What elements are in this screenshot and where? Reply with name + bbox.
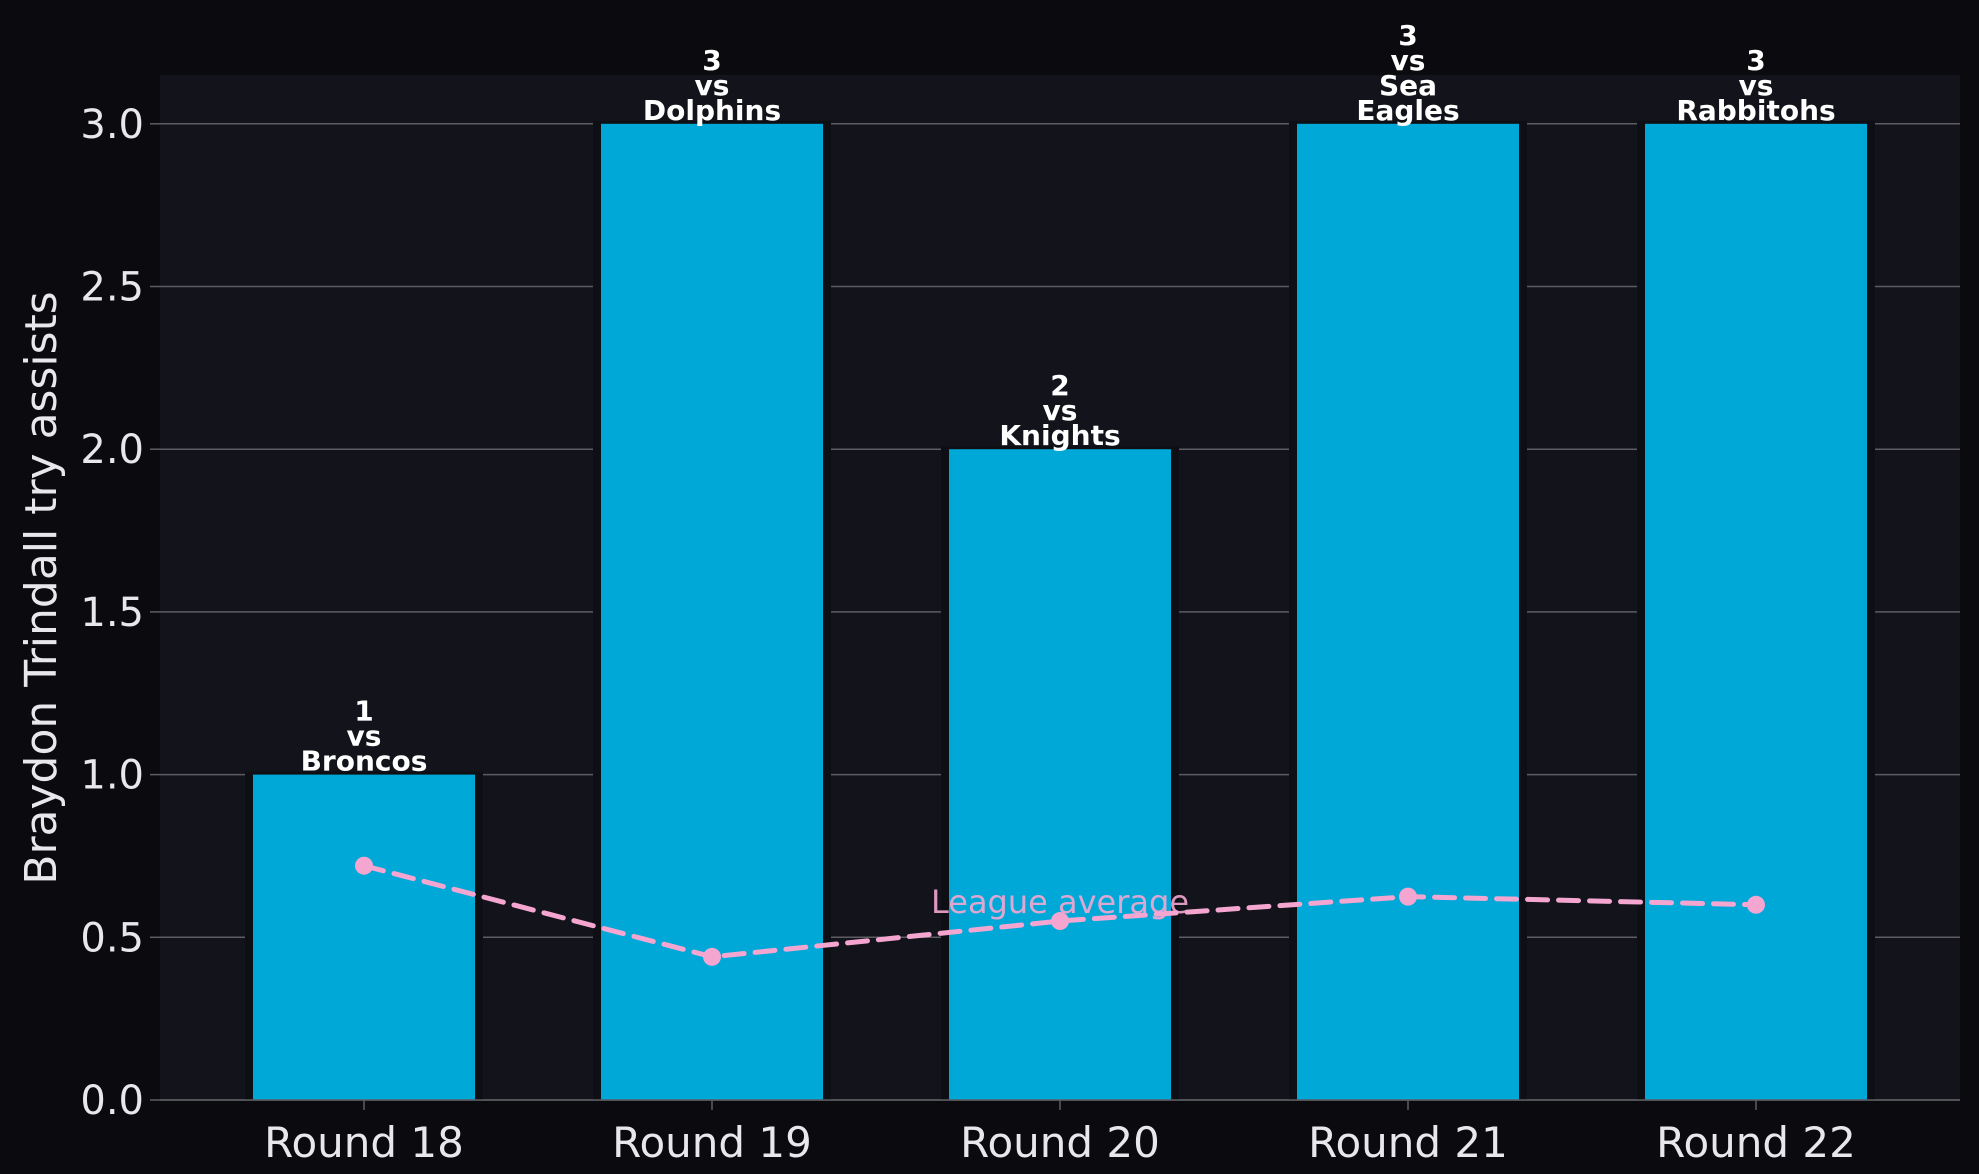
bar-annotation: 1 vs Broncos [301,695,428,778]
bar-annotation: 3 vs Dolphins [643,44,781,127]
league-average-point [1399,887,1417,906]
bar-annotation-line: vs [1391,44,1426,77]
x-tick-label: Round 18 [264,1118,464,1167]
y-tick-label: 2.0 [80,427,144,473]
bar-annotation-line: 3 [1746,44,1765,77]
y-axis: 0.0 0.5 1.0 1.5 2.0 2.5 3.0 [80,102,1960,1124]
x-axis: Round 18 Round 19 Round 20 Round 21 Round 22 [264,1100,1856,1167]
league-average-point [355,856,373,875]
x-tick-label: Round 20 [960,1118,1160,1167]
league-average-series: League average [355,856,1765,966]
y-tick-label: 0.5 [80,915,144,961]
x-tick-label: Round 21 [1308,1118,1508,1167]
bar [253,774,475,1100]
y-tick-label: 2.5 [80,265,144,311]
bar-annotation-line: 2 [1050,369,1069,402]
bar-annotation-line: 3 [702,44,721,77]
bar-annotation-line: vs [347,720,382,753]
x-tick-label: Round 19 [612,1118,812,1167]
bar [1297,123,1519,1101]
bar-annotation-line: Knights [999,419,1120,452]
league-average-point [1051,912,1069,931]
bar-annotation: 2 vs Knights [999,369,1120,452]
bar [1645,123,1867,1101]
y-tick-label: 3.0 [80,102,144,148]
bar-annotation-line: Sea [1379,69,1437,102]
bar-annotation-line: Eagles [1356,94,1459,127]
y-tick-label: 1.5 [80,590,144,636]
y-tick-label: 0.0 [80,1078,144,1124]
bar-annotation: 3 vs Sea Eagles [1356,19,1459,127]
league-average-point [1747,895,1765,914]
bar-annotation-line: 3 [1398,19,1417,52]
bar-annotation-line: vs [1739,69,1774,102]
y-tick-label: 1.0 [80,753,144,799]
bar-annotation: 3 vs Rabbitohs [1676,44,1835,127]
league-average-point [703,947,721,966]
bar-annotation-line: Rabbitohs [1676,94,1835,127]
bar-annotation-line: vs [695,69,730,102]
x-tick-label: Round 22 [1656,1118,1856,1167]
bar-annotation-line: Dolphins [643,94,781,127]
bar-annotation-line: Broncos [301,745,428,778]
y-axis-label: Braydon Trindall try assists [16,291,67,884]
bar [949,449,1171,1100]
bar-annotation-line: vs [1043,394,1078,427]
league-average-label: League average [931,883,1189,921]
bar-annotation-line: 1 [354,695,373,728]
